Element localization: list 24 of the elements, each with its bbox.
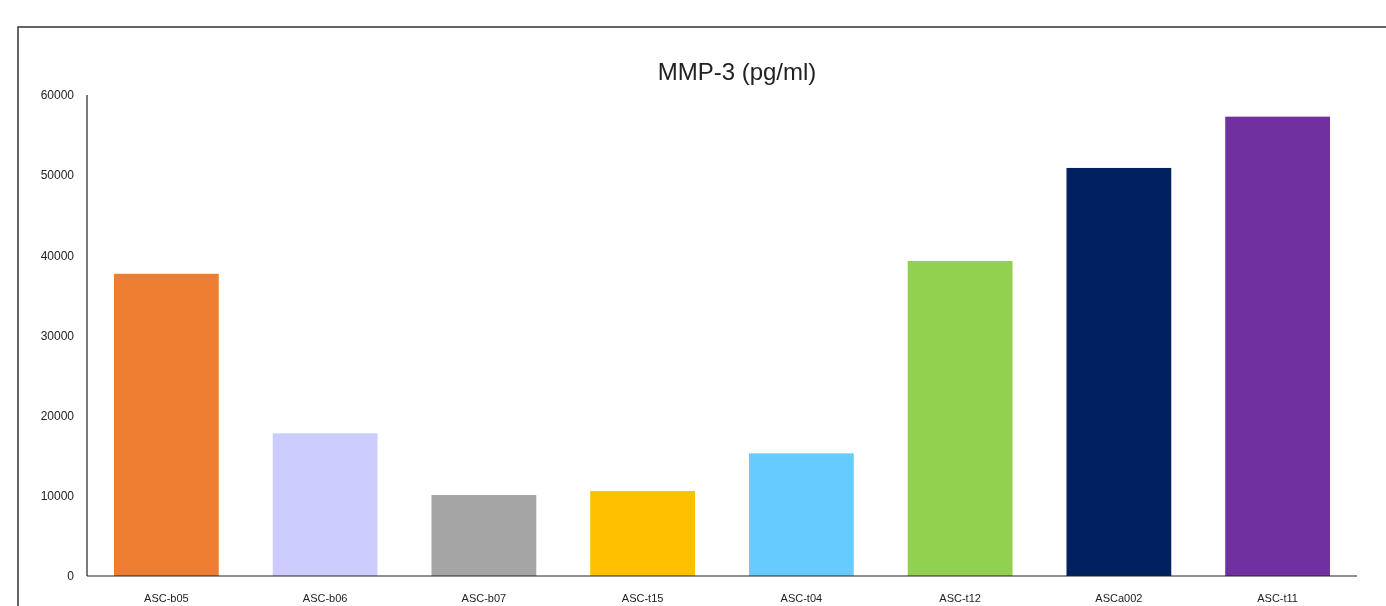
bar [590,491,696,576]
bar [431,495,537,576]
x-tick-label: ASC-t12 [939,591,981,604]
y-tick-label: 20000 [40,408,75,423]
bar [1225,116,1331,576]
bar [907,260,1013,576]
bar [113,273,219,576]
x-tick-label: ASC-t15 [621,591,664,604]
x-tick-label: ASC-t11 [1257,591,1299,604]
y-tick-label: 0 [67,569,75,584]
bar [748,453,854,576]
x-tick-label: ASCa002 [1095,591,1143,604]
x-tick-label: ASC-t04 [780,591,823,604]
x-tick-label: ASC-b05 [144,591,189,604]
bar [1066,167,1172,576]
bar [272,433,378,576]
y-tick-label: 60000 [40,88,75,103]
x-tick-label: ASC-b07 [461,591,507,604]
chart-title: MMP-3 (pg/ml) [657,58,817,85]
y-tick-label: 40000 [40,248,75,263]
y-tick-label: 50000 [40,168,75,183]
y-tick-label: 10000 [40,489,75,504]
x-tick-label: ASC-b06 [302,591,348,604]
y-tick-label: 30000 [40,328,75,343]
